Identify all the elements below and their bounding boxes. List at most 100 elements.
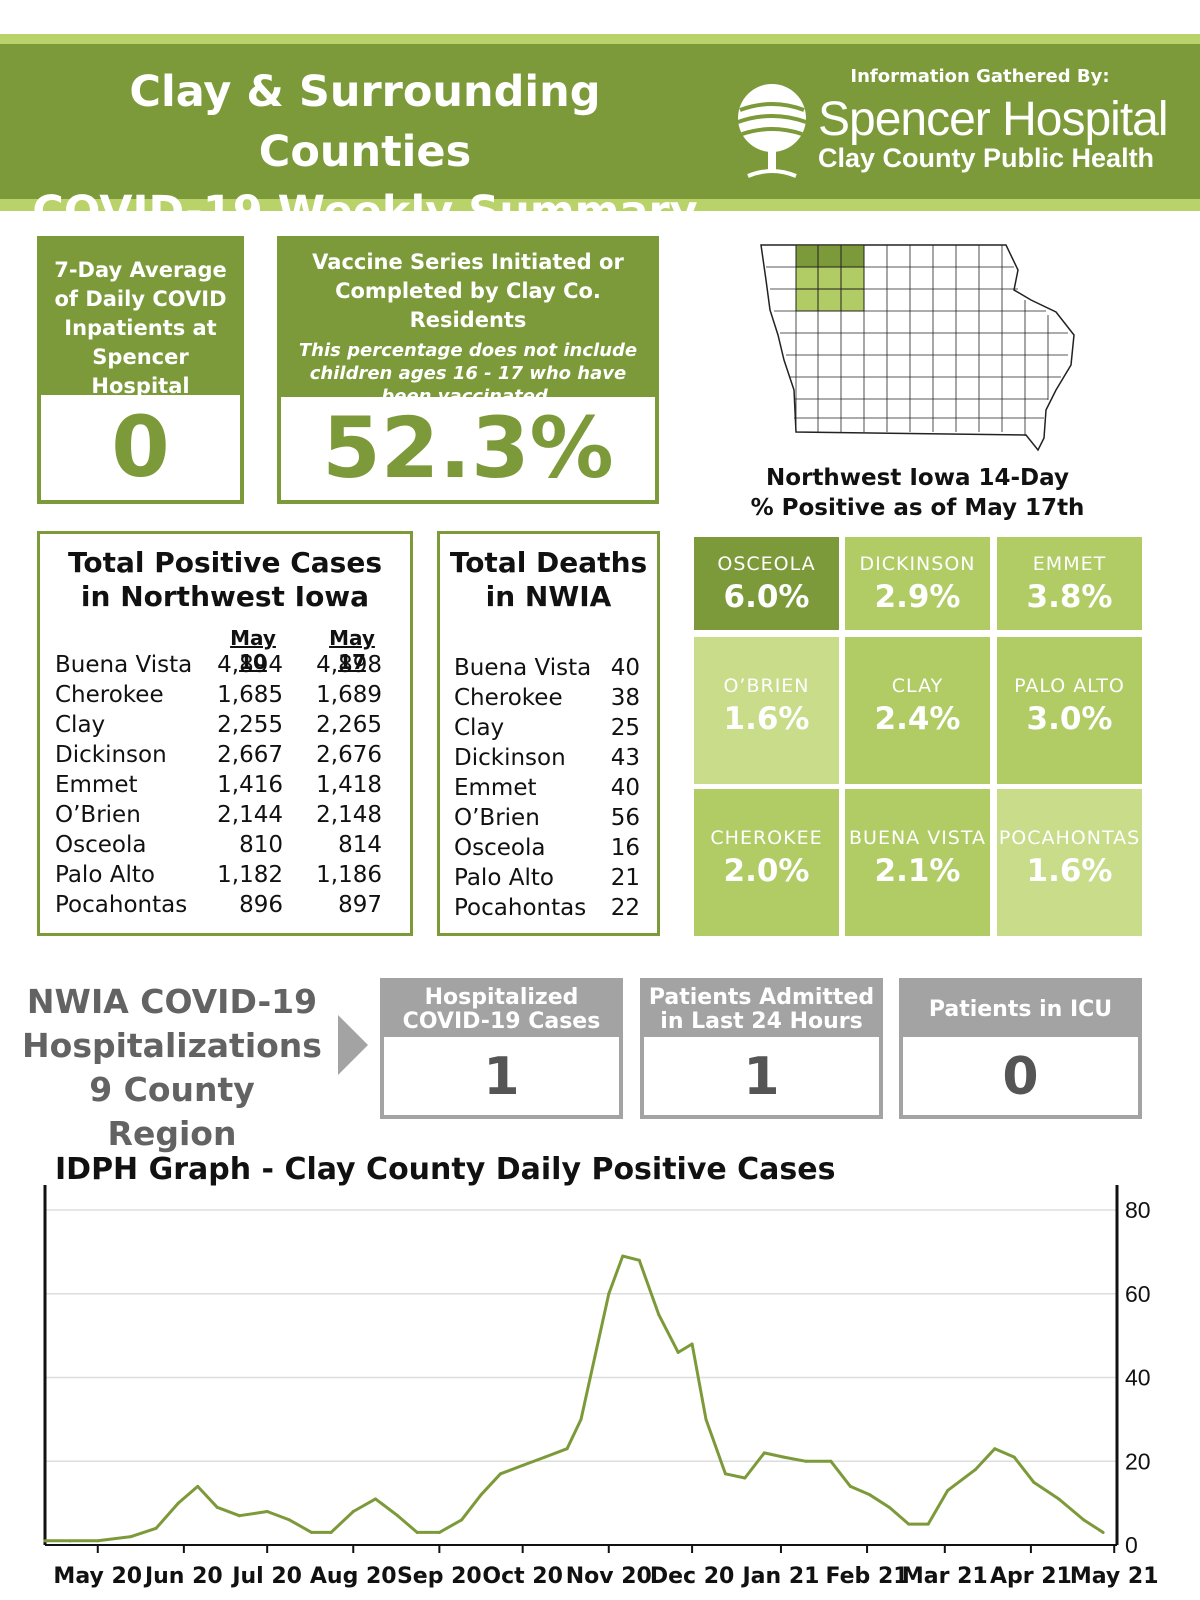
data-point [310,1530,314,1534]
data-point [868,1493,872,1497]
cases-row-may17: 4,898 [316,652,382,678]
data-point [1101,1530,1105,1534]
data-point [154,1526,158,1530]
inpatients-label: 7-Day Average of Daily COVID Inpatients … [41,240,240,398]
data-point [657,1313,661,1317]
positivity-tile: POCAHONTAS 1.6% [997,789,1142,936]
inpatients-value: 0 [111,398,170,496]
deaths-row-value: 21 [610,865,640,891]
deaths-title-line: Total Deaths [449,546,648,579]
x-tick-label: Apr 21 [990,1564,1072,1589]
header-top-stripe [0,34,1200,44]
x-tick-label: Nov 20 [566,1564,652,1589]
data-point [437,1530,441,1534]
tile-percent: 1.6% [1026,853,1113,889]
tile-percent: 6.0% [723,579,810,615]
cases-row-may17: 2,676 [316,742,382,768]
hosp-label-line: NWIA COVID-19 [26,982,318,1021]
tile-percent: 2.0% [723,853,810,889]
inpatients-box: 7-Day Average of Daily COVID Inpatients … [37,236,244,504]
tree-logo-icon [737,84,807,178]
admitted-24h-box: Patients Admitted in Last 24 Hours 1 [640,978,883,1119]
x-tick-label: Jan 21 [740,1564,819,1589]
positivity-tile: CHEROKEE 2.0% [694,789,839,936]
col-header-may10: May 10 [230,626,276,674]
tile-county: OSCEOLA [717,553,816,575]
cases-row-may17: 1,186 [316,862,382,888]
cases-row-county: Pocahontas [55,892,188,918]
icu-box: Patients in ICU 0 [899,978,1142,1119]
box-label-line: in Last 24 Hours [660,1008,863,1034]
tile-percent: 3.0% [1026,701,1113,737]
cases-row-county: Clay [55,712,106,738]
admitted-24h-value: 1 [743,1047,780,1107]
data-point [926,1522,930,1526]
cases-table-title: Total Positive Cases in Northwest Iowa [40,546,410,614]
arrow-right-icon [338,1015,368,1075]
data-point [1057,1497,1061,1501]
cases-row-may10: 2,667 [217,742,283,768]
deaths-row-value: 56 [610,805,640,831]
data-point [762,1451,766,1455]
cases-row-county: Cherokee [55,682,164,708]
vaccine-box: Vaccine Series Initiated or Completed by… [277,236,659,504]
y-tick-label: 60 [1125,1281,1151,1307]
y-tick-label: 40 [1125,1365,1151,1391]
x-tick-label: Dec 20 [650,1564,735,1589]
data-point [196,1484,200,1488]
cases-row-may10: 896 [239,892,283,918]
series-line [45,1254,1104,1543]
data-point [676,1350,680,1354]
info-gathered-by: Information Gathered By: [850,66,1110,87]
data-point [782,1455,786,1459]
vaccine-note-line: been vaccinated. [381,386,555,407]
data-point [607,1292,611,1296]
data-point [215,1505,219,1509]
data-point [1082,1518,1086,1522]
y-tick-label: 80 [1125,1197,1151,1223]
deaths-row-value: 43 [610,745,640,771]
inpatients-label-line: of Daily COVID [54,287,227,311]
data-point [460,1518,464,1522]
vaccine-label-line: Vaccine Series Initiated or [312,250,624,274]
cases-row-county: O’Brien [55,802,141,828]
cases-row-may10: 4,894 [217,652,283,678]
positivity-tile: O’BRIEN 1.6% [694,637,839,784]
cases-title-line: in Northwest Iowa [80,580,370,613]
x-tick-label: Oct 20 [482,1564,563,1589]
positivity-tile: EMMET 3.8% [997,537,1142,630]
deaths-row-value: 38 [610,685,640,711]
vaccine-label: Vaccine Series Initiated or Completed by… [281,240,655,407]
tile-county: POCAHONTAS [998,827,1141,849]
x-tick-label: Feb 21 [826,1564,909,1589]
deaths-row-county: Buena Vista [454,655,592,681]
data-point [993,1447,997,1451]
x-tick-label: Jun 20 [143,1564,223,1589]
tile-county: BUENA VISTA [849,827,986,849]
cases-row-may17: 897 [338,892,382,918]
data-point [373,1497,377,1501]
deaths-row-value: 40 [610,775,640,801]
box-label-line: Patients Admitted [648,984,875,1010]
cases-row-may10: 810 [239,832,283,858]
x-tick-label: Aug 20 [310,1564,397,1589]
title-line-1: Clay & Surrounding Counties [129,67,601,177]
data-point [479,1493,483,1497]
vaccine-note-line: children ages 16 - 17 who have [309,363,627,384]
data-point [829,1459,833,1463]
y-tick-label: 20 [1125,1448,1151,1474]
inpatients-label-line: Inpatients at [64,316,217,340]
admitted-24h-label: Patients Admitted in Last 24 Hours [644,982,879,1037]
vaccine-label-line: Completed by Clay Co. Residents [335,279,601,332]
hosp-label-line: 9 County Region [89,1070,255,1153]
cases-row-county: Palo Alto [55,862,155,888]
map-caption: Northwest Iowa 14-Day % Positive as of M… [720,463,1115,523]
cases-row-may10: 2,144 [217,802,283,828]
box-label-line: Patients in ICU [928,996,1113,1022]
data-point [723,1472,727,1476]
deaths-title-line: in NWIA [485,580,612,613]
chart-title: IDPH Graph - Clay County Daily Positive … [55,1152,836,1187]
cases-row-may17: 1,418 [316,772,382,798]
org-name: Spencer Hospital [818,93,1169,146]
tile-county: CHEROKEE [710,827,823,849]
